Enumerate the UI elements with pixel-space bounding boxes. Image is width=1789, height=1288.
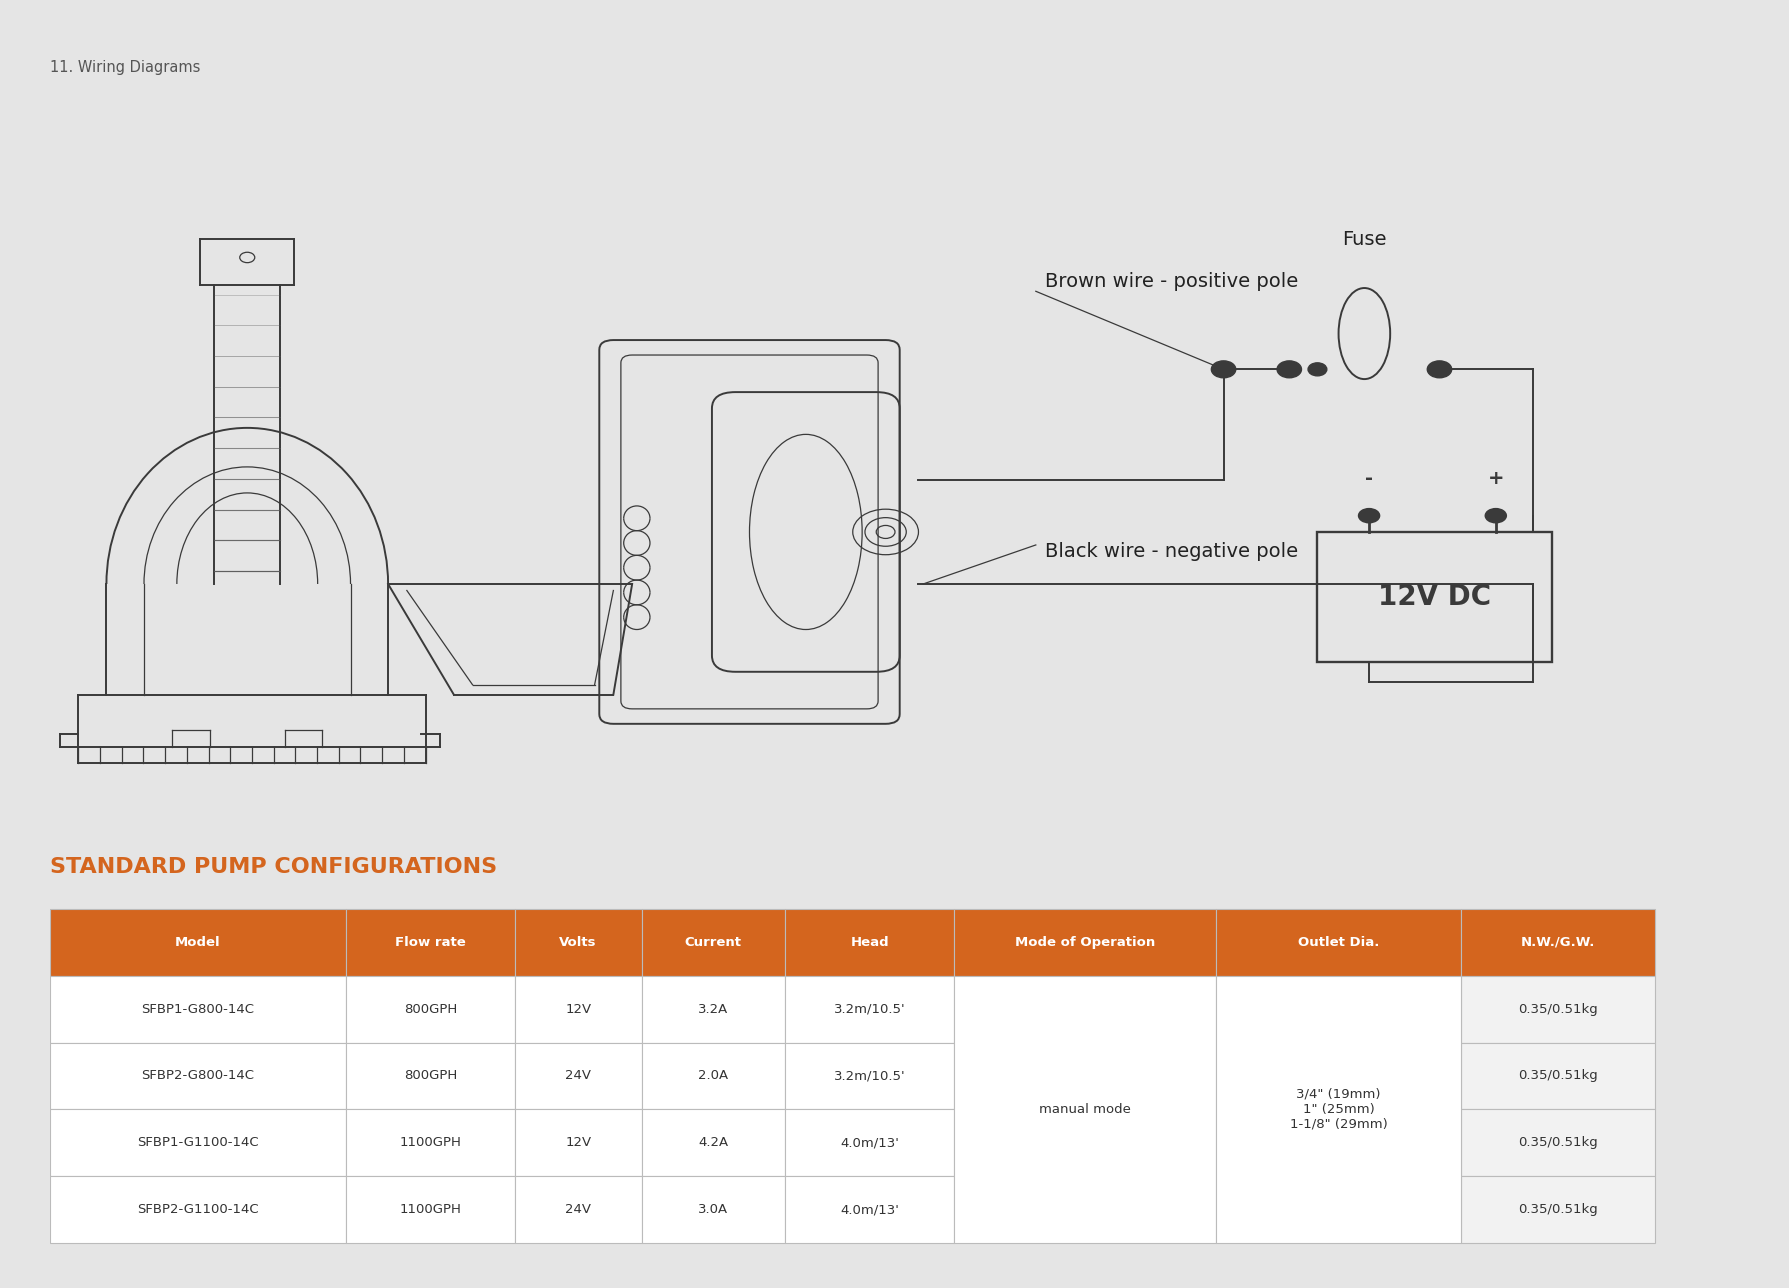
FancyBboxPatch shape — [515, 1176, 640, 1243]
Text: Black wire - negative pole: Black wire - negative pole — [1045, 542, 1297, 562]
Text: Volts: Volts — [560, 935, 596, 949]
Text: SFBP1-G800-14C: SFBP1-G800-14C — [141, 1002, 254, 1016]
Text: 3.2m/10.5': 3.2m/10.5' — [834, 1069, 905, 1082]
Circle shape — [1358, 507, 1379, 523]
Text: 800GPH: 800GPH — [404, 1002, 456, 1016]
Circle shape — [1426, 361, 1451, 377]
FancyBboxPatch shape — [1460, 1109, 1655, 1176]
FancyBboxPatch shape — [640, 1176, 785, 1243]
Text: SFBP1-G1100-14C: SFBP1-G1100-14C — [138, 1136, 259, 1149]
Text: 12V: 12V — [565, 1136, 590, 1149]
Text: SFBP2-G800-14C: SFBP2-G800-14C — [141, 1069, 254, 1082]
Text: 800GPH: 800GPH — [404, 1069, 456, 1082]
FancyBboxPatch shape — [785, 1176, 954, 1243]
FancyBboxPatch shape — [345, 1109, 515, 1176]
Text: 0.35/0.51kg: 0.35/0.51kg — [1517, 1136, 1598, 1149]
Text: 1100GPH: 1100GPH — [399, 1203, 462, 1216]
FancyBboxPatch shape — [345, 976, 515, 1042]
FancyBboxPatch shape — [345, 1042, 515, 1109]
FancyBboxPatch shape — [1460, 909, 1655, 976]
Text: 24V: 24V — [565, 1069, 590, 1082]
Circle shape — [1308, 363, 1326, 376]
Text: manual mode: manual mode — [1039, 1103, 1131, 1115]
Text: 12V DC: 12V DC — [1378, 583, 1490, 611]
FancyBboxPatch shape — [954, 909, 1215, 976]
Text: Head: Head — [850, 935, 889, 949]
Text: 0.35/0.51kg: 0.35/0.51kg — [1517, 1002, 1598, 1016]
FancyBboxPatch shape — [1460, 1042, 1655, 1109]
Text: 3/4" (19mm)
1" (25mm)
1-1/8" (29mm): 3/4" (19mm) 1" (25mm) 1-1/8" (29mm) — [1288, 1088, 1386, 1131]
Text: N.W./G.W.: N.W./G.W. — [1521, 935, 1594, 949]
Text: 2.0A: 2.0A — [698, 1069, 728, 1082]
FancyBboxPatch shape — [785, 909, 954, 976]
FancyBboxPatch shape — [640, 1109, 785, 1176]
Text: 3.0A: 3.0A — [698, 1203, 728, 1216]
Text: 3.2m/10.5': 3.2m/10.5' — [834, 1002, 905, 1016]
FancyBboxPatch shape — [515, 1109, 640, 1176]
FancyBboxPatch shape — [785, 1109, 954, 1176]
FancyBboxPatch shape — [785, 1042, 954, 1109]
FancyBboxPatch shape — [515, 909, 640, 976]
FancyBboxPatch shape — [50, 909, 345, 976]
FancyBboxPatch shape — [515, 976, 640, 1042]
Text: SFBP2-G1100-14C: SFBP2-G1100-14C — [138, 1203, 259, 1216]
Text: 12V: 12V — [565, 1002, 590, 1016]
FancyBboxPatch shape — [785, 976, 954, 1042]
Text: Fuse: Fuse — [1342, 231, 1386, 249]
Text: +: + — [1487, 469, 1503, 488]
FancyBboxPatch shape — [640, 909, 785, 976]
Text: Model: Model — [175, 935, 220, 949]
Text: 0.35/0.51kg: 0.35/0.51kg — [1517, 1069, 1598, 1082]
Text: 4.0m/13': 4.0m/13' — [839, 1203, 898, 1216]
Text: 24V: 24V — [565, 1203, 590, 1216]
Text: 1100GPH: 1100GPH — [399, 1136, 462, 1149]
FancyBboxPatch shape — [1215, 909, 1460, 976]
FancyBboxPatch shape — [954, 976, 1215, 1243]
Text: STANDARD PUMP CONFIGURATIONS: STANDARD PUMP CONFIGURATIONS — [50, 857, 497, 877]
FancyBboxPatch shape — [515, 1042, 640, 1109]
Circle shape — [1276, 361, 1301, 377]
Text: Current: Current — [685, 935, 741, 949]
Text: 11. Wiring Diagrams: 11. Wiring Diagrams — [50, 59, 200, 75]
FancyBboxPatch shape — [50, 1176, 345, 1243]
Text: Mode of Operation: Mode of Operation — [1014, 935, 1154, 949]
Text: 4.0m/13': 4.0m/13' — [839, 1136, 898, 1149]
Text: Flow rate: Flow rate — [395, 935, 465, 949]
FancyBboxPatch shape — [1215, 976, 1460, 1243]
Text: Outlet Dia.: Outlet Dia. — [1297, 935, 1379, 949]
Text: 4.2A: 4.2A — [698, 1136, 728, 1149]
FancyBboxPatch shape — [640, 976, 785, 1042]
Text: Brown wire - positive pole: Brown wire - positive pole — [1045, 272, 1297, 291]
FancyBboxPatch shape — [640, 1042, 785, 1109]
FancyBboxPatch shape — [50, 976, 345, 1042]
FancyBboxPatch shape — [1460, 1176, 1655, 1243]
FancyBboxPatch shape — [50, 1042, 345, 1109]
Text: -: - — [1365, 469, 1372, 488]
FancyBboxPatch shape — [50, 1109, 345, 1176]
Circle shape — [1211, 361, 1234, 377]
Text: 3.2A: 3.2A — [698, 1002, 728, 1016]
Circle shape — [1483, 507, 1506, 523]
Text: 0.35/0.51kg: 0.35/0.51kg — [1517, 1203, 1598, 1216]
FancyBboxPatch shape — [345, 909, 515, 976]
FancyBboxPatch shape — [345, 1176, 515, 1243]
FancyBboxPatch shape — [1460, 976, 1655, 1042]
